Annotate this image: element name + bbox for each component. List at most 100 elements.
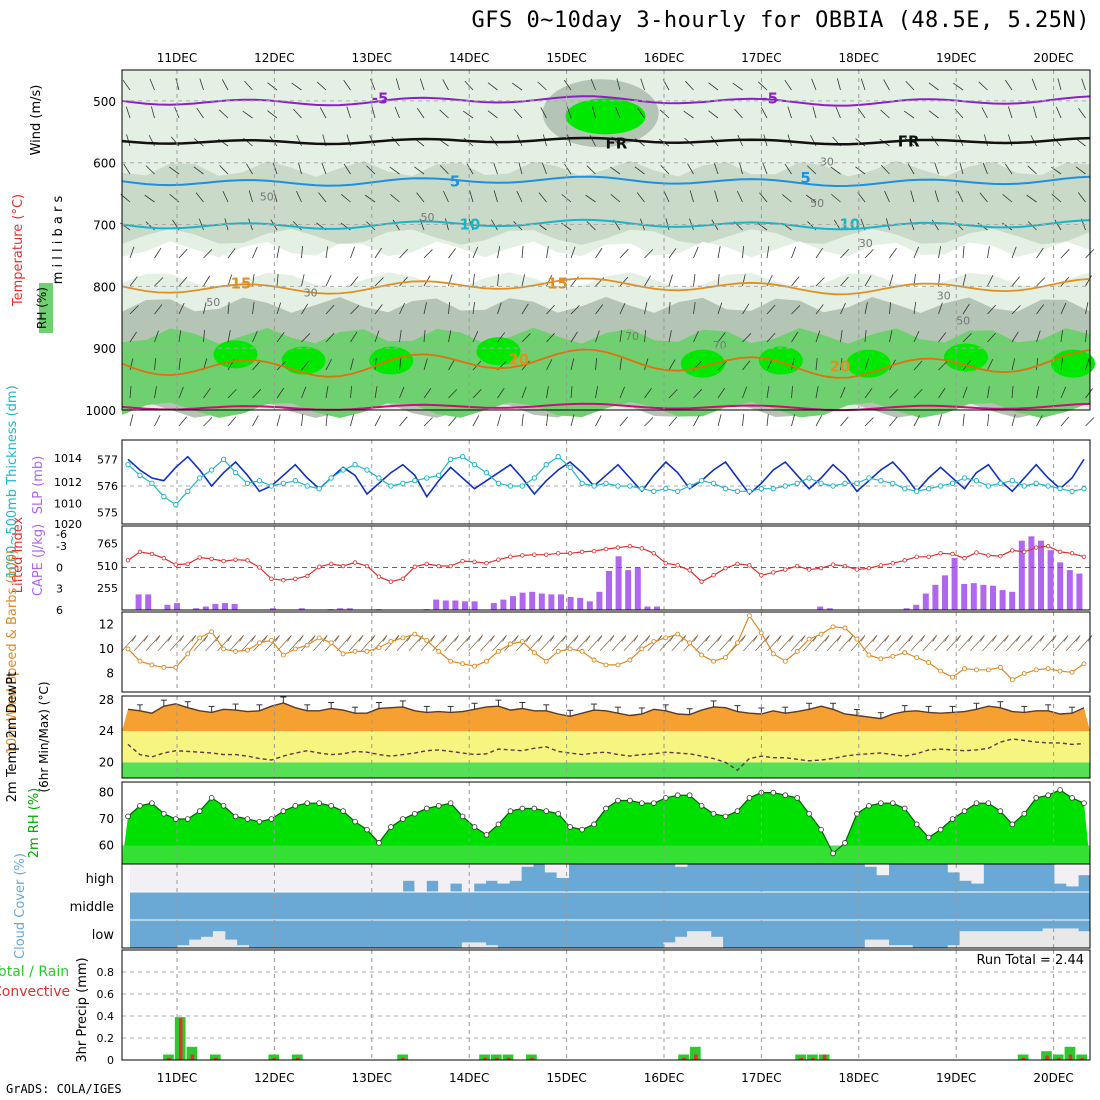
wind-barb-flag xyxy=(406,635,412,642)
upper-wind-barb xyxy=(644,388,652,399)
lifted-index-point xyxy=(651,551,656,556)
wind-barb xyxy=(814,635,830,652)
precip-total-bar xyxy=(163,1054,174,1060)
rh2-point xyxy=(662,795,669,801)
wind-barb-flag xyxy=(848,635,854,642)
cloud-low-bar xyxy=(864,939,878,948)
wind-barb-flag xyxy=(442,635,447,642)
date-label-bottom: 18DEC xyxy=(839,1071,879,1085)
cloud-gap-high xyxy=(959,864,972,881)
precip-ylabel: 3hr Precip (mm) xyxy=(75,957,90,1062)
thickness-point xyxy=(686,483,693,489)
precip-total-bar xyxy=(479,1054,490,1060)
upper-wind-barb xyxy=(566,106,572,119)
thickness-point xyxy=(149,480,155,487)
wind-barb xyxy=(1029,635,1045,652)
wind-barb xyxy=(1041,635,1057,652)
slp-ytick: 1010 xyxy=(54,497,82,510)
thickness-point xyxy=(997,480,1004,487)
rh2-point xyxy=(878,800,884,806)
cloud-low-bar xyxy=(983,931,996,948)
upper-wind-barb xyxy=(982,162,988,175)
upper-wind-barb xyxy=(953,82,964,91)
lifted-index-point xyxy=(890,561,895,566)
cape-bar xyxy=(231,603,238,610)
isotherm-label: 15 xyxy=(547,274,568,292)
cloud-gap-high xyxy=(355,864,368,892)
wind-barb-flag xyxy=(729,635,734,642)
upper-wind-barb xyxy=(178,302,185,315)
rh2-point xyxy=(913,821,920,828)
wind-barb xyxy=(121,635,137,652)
upper-wind-barb xyxy=(586,165,596,175)
upper-wind-barb xyxy=(399,386,405,399)
upper-wind-barb xyxy=(1005,79,1013,91)
upper-wind-barb xyxy=(296,190,302,203)
upper-wind-barb xyxy=(1051,193,1062,203)
upper-wind-barb xyxy=(472,246,479,259)
wind-barb-flag xyxy=(263,635,268,642)
lifted-index-point xyxy=(149,551,155,557)
lifted-index-point xyxy=(842,563,848,569)
upper-wind-barb xyxy=(835,106,841,119)
rh2-point xyxy=(411,810,418,817)
rh-patch xyxy=(213,340,258,369)
cloud-frame xyxy=(121,863,1091,949)
upper-wind-barb xyxy=(246,163,253,175)
wind-speed-point xyxy=(1033,667,1039,673)
rh2-point xyxy=(328,803,334,809)
wind-barb xyxy=(910,635,925,652)
upper-wind-barb xyxy=(668,389,678,399)
wind-barb-flag xyxy=(131,635,137,642)
wind-barb-flag xyxy=(179,635,185,642)
cloud-gap-high xyxy=(509,864,522,881)
upper-wind-barb xyxy=(521,414,524,427)
wind-barb xyxy=(396,635,412,652)
thickness-point xyxy=(364,467,370,473)
upper-wind-barb xyxy=(610,193,621,203)
upper-wind-barb xyxy=(472,274,475,287)
upper-wind-barb xyxy=(1008,106,1013,119)
wind-barb-flag xyxy=(334,635,340,642)
upper-wind-barb xyxy=(1026,194,1037,203)
upper-wind-barb xyxy=(815,358,818,371)
upper-wind-barb xyxy=(466,163,474,175)
lifted-index-point xyxy=(795,563,800,569)
wind-barb-flag xyxy=(322,635,328,642)
upper-wind-barb xyxy=(513,108,523,119)
lifted-index-point xyxy=(723,565,728,571)
wind-barb-flag xyxy=(741,635,746,642)
wind-ytick: 10 xyxy=(99,642,114,656)
thickness-point xyxy=(185,488,191,495)
upper-wind-barb xyxy=(154,415,161,427)
upper-wind-barb xyxy=(791,246,797,259)
cloud-gap-high xyxy=(378,864,392,892)
upper-wind-barb xyxy=(129,305,139,315)
rh2-point xyxy=(495,821,502,828)
thickness-ylabel: 1000~500mb Thickness (dm) xyxy=(5,385,20,578)
upper-wind-barb xyxy=(414,166,425,175)
rh2-point xyxy=(1033,795,1039,801)
wind-barb xyxy=(539,635,555,652)
wind-barb xyxy=(635,635,651,652)
wind-barb-flag xyxy=(860,635,866,642)
wind-barb-flag xyxy=(777,635,782,642)
wind-barb xyxy=(802,635,818,652)
upper-wind-barb xyxy=(439,109,449,119)
wind-barb-flag xyxy=(1027,635,1033,642)
upper-wind-barb xyxy=(742,274,746,287)
cloud-gap-high xyxy=(1054,864,1067,884)
wind-barb-flag xyxy=(502,635,507,642)
slp-ytick: 1020 xyxy=(54,518,82,531)
cape-bar xyxy=(538,593,545,610)
rh2-point xyxy=(149,800,155,806)
lifted-index-point xyxy=(400,576,406,581)
wind-barb xyxy=(312,635,328,652)
cloud-low-bar xyxy=(663,942,676,948)
wind-speed-point xyxy=(496,648,501,654)
wind-speed-point xyxy=(245,647,250,653)
thickness-point xyxy=(937,483,944,489)
cloud-gap-high xyxy=(331,864,344,892)
upper-wind-barb xyxy=(981,107,988,119)
rh2-point xyxy=(818,826,824,833)
